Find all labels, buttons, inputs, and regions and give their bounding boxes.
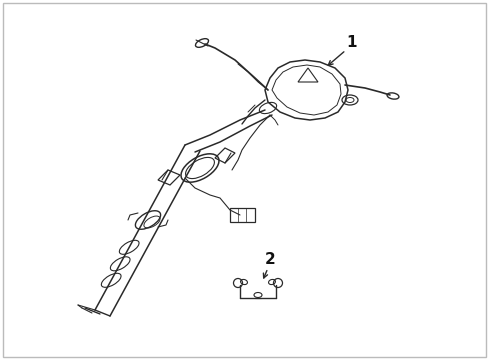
- Text: 2: 2: [264, 252, 275, 267]
- Text: 1: 1: [346, 35, 357, 50]
